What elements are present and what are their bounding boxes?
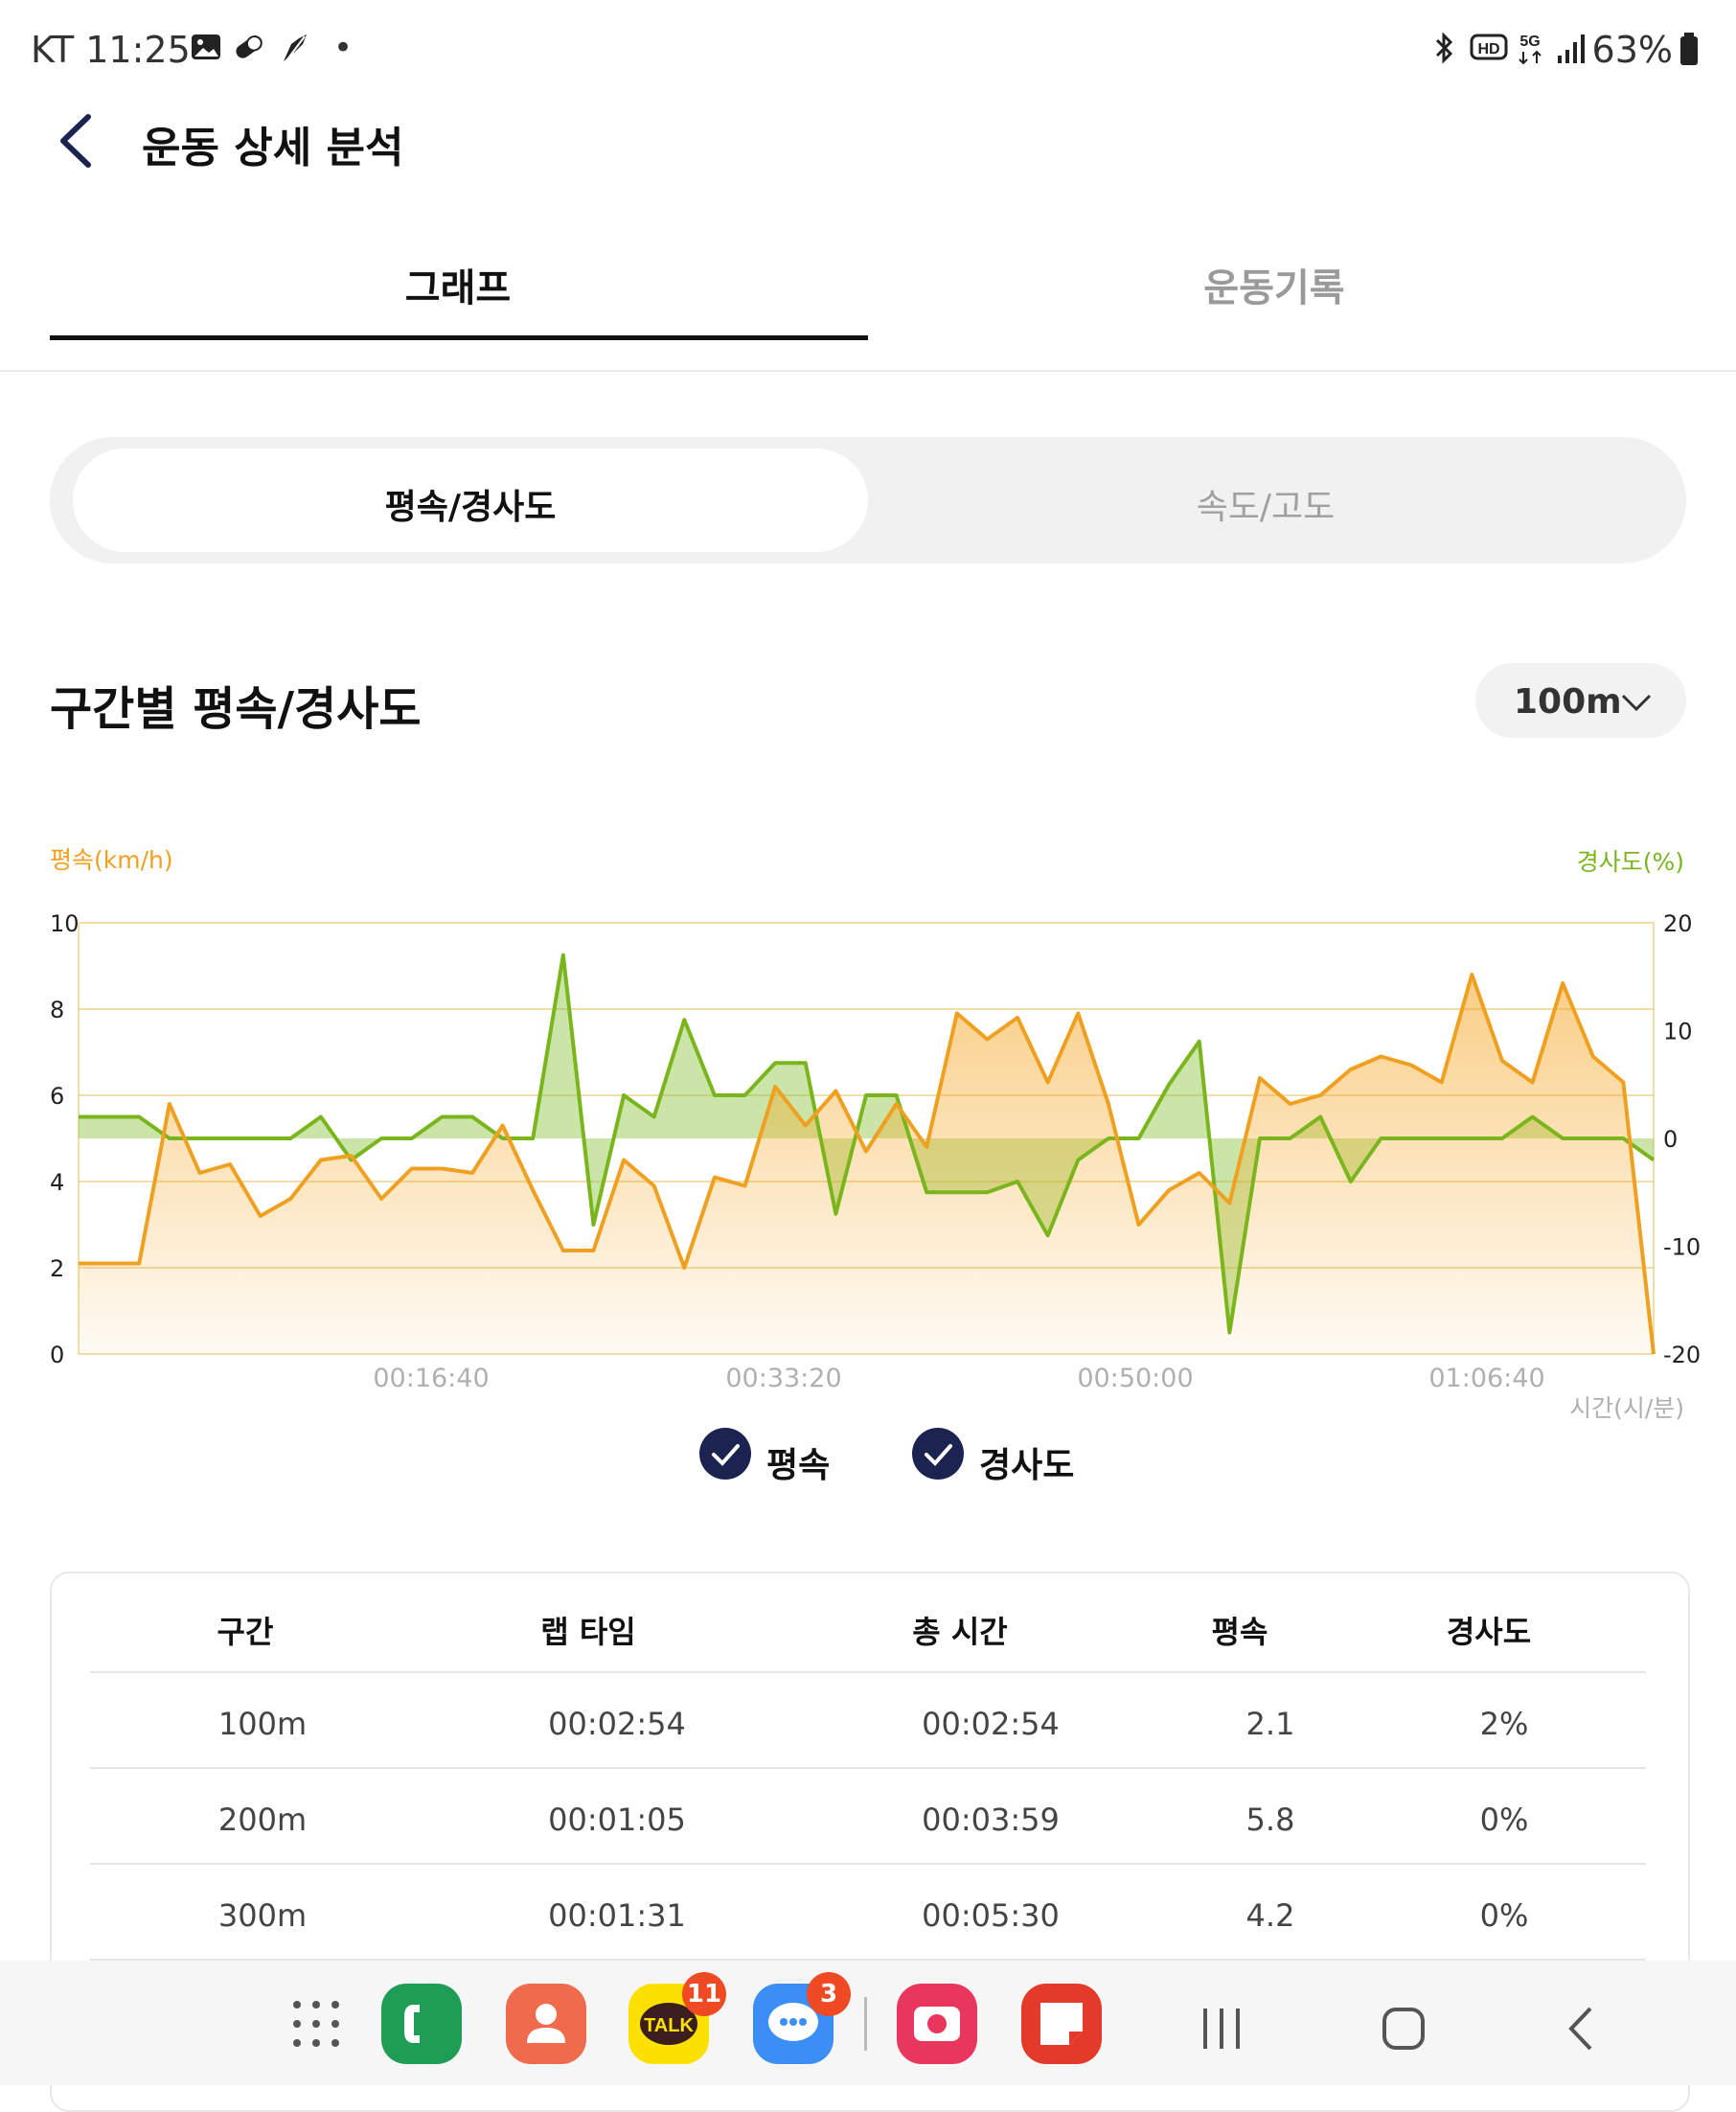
x-tick-label: 00:33:20 bbox=[725, 1364, 841, 1393]
cell-lap-time: 00:01:31 bbox=[548, 1897, 686, 1934]
speed-area-fill bbox=[79, 975, 1654, 1354]
svg-text:TALK: TALK bbox=[644, 2015, 694, 2036]
row-divider bbox=[90, 1863, 1646, 1865]
gallery-notification-icon bbox=[192, 34, 220, 59]
cell-lap-time: 00:02:54 bbox=[548, 1706, 686, 1742]
messages-badge: 3 bbox=[807, 1972, 851, 2016]
left-axis-title: 평속(km/h) bbox=[50, 846, 173, 874]
legend-speed-label: 평속 bbox=[766, 1446, 831, 1485]
left-tick-label: 0 bbox=[50, 1342, 64, 1368]
carrier-time: KT 11:25 bbox=[31, 29, 191, 71]
slope-series-line bbox=[79, 953, 1656, 1335]
battery-percent: 63% bbox=[1591, 29, 1673, 71]
pill-notification-icon bbox=[236, 34, 263, 58]
cell-total-time: 00:05:30 bbox=[922, 1897, 1060, 1934]
speed-area bbox=[79, 975, 1654, 1354]
speed-line bbox=[79, 973, 1656, 1355]
cell-slope: 0% bbox=[1479, 1897, 1529, 1934]
active-tab-indicator bbox=[50, 335, 868, 340]
home-button[interactable] bbox=[1370, 1995, 1437, 2062]
5g-icon: 5G bbox=[1519, 34, 1542, 65]
right-axis-title: 경사도(%) bbox=[1577, 848, 1684, 876]
section-title: 구간별 평속/경사도 bbox=[50, 682, 422, 736]
speed-series-line bbox=[79, 973, 1656, 1355]
left-tick-label: 2 bbox=[50, 1255, 64, 1282]
row-divider bbox=[90, 1671, 1646, 1673]
cell-slope: 0% bbox=[1479, 1802, 1529, 1838]
right-axis-ticks: 20 10 0 -10 -20 bbox=[1663, 910, 1701, 1368]
col-header-total-time: 총 시간 bbox=[912, 1614, 1008, 1650]
battery-icon bbox=[1680, 33, 1698, 65]
interval-dropdown[interactable] bbox=[1475, 663, 1686, 738]
cell-section: 100m bbox=[217, 1706, 308, 1742]
legend-slope-label: 경사도 bbox=[979, 1446, 1075, 1485]
col-header-section: 구간 bbox=[217, 1614, 274, 1650]
bluetooth-icon bbox=[1435, 32, 1453, 64]
tab-graph[interactable]: 그래프 bbox=[404, 266, 512, 310]
row-divider bbox=[90, 1959, 1646, 1961]
cell-section: 200m bbox=[217, 1802, 308, 1838]
dock-divider bbox=[864, 1997, 867, 2051]
right-tick-label: -10 bbox=[1663, 1234, 1701, 1261]
hd-voice-icon: HD bbox=[1470, 34, 1508, 60]
right-tick-label: -20 bbox=[1663, 1342, 1701, 1368]
cell-avg-speed: 2.1 bbox=[1245, 1706, 1295, 1742]
left-tick-label: 8 bbox=[50, 997, 64, 1023]
check-icon bbox=[925, 1444, 952, 1466]
left-tick-label: 4 bbox=[50, 1169, 64, 1196]
x-axis-ticks: 00:16:40 00:33:20 00:50:00 01:06:40 bbox=[373, 1364, 1544, 1393]
recent-apps-button[interactable] bbox=[1188, 1995, 1255, 2062]
svg-text:HD: HD bbox=[1477, 41, 1499, 57]
segment-speed-slope[interactable]: 평속/경사도 bbox=[384, 488, 557, 527]
left-axis-ticks: 10 8 6 4 2 0 bbox=[50, 910, 80, 1368]
legend-slope-checkbox[interactable] bbox=[912, 1428, 964, 1480]
cell-total-time: 00:03:59 bbox=[922, 1802, 1060, 1838]
chevron-down-icon bbox=[1621, 694, 1652, 712]
tab-divider bbox=[0, 370, 1736, 372]
left-tick-label: 10 bbox=[50, 910, 80, 937]
signal-icon bbox=[1558, 34, 1585, 63]
cell-section: 300m bbox=[217, 1897, 308, 1934]
segment-active-pill bbox=[73, 448, 868, 552]
fitness-app-notification-icon bbox=[284, 34, 307, 61]
phone-app-icon[interactable] bbox=[381, 1984, 462, 2064]
right-tick-label: 0 bbox=[1663, 1126, 1678, 1153]
cell-lap-time: 00:01:05 bbox=[548, 1802, 686, 1838]
cell-total-time: 00:02:54 bbox=[922, 1706, 1060, 1742]
svg-text:5G: 5G bbox=[1519, 34, 1540, 50]
back-button[interactable] bbox=[50, 107, 107, 174]
left-tick-label: 6 bbox=[50, 1083, 64, 1110]
row-divider bbox=[90, 1767, 1646, 1769]
status-bar: KT 11:25 • HD 5G 63% bbox=[0, 0, 1736, 96]
back-nav-button[interactable] bbox=[1550, 1995, 1617, 2062]
col-header-lap-time: 랩 타임 bbox=[540, 1614, 636, 1650]
cell-slope: 2% bbox=[1479, 1706, 1529, 1742]
x-tick-label: 00:50:00 bbox=[1077, 1364, 1193, 1393]
chevron-left-icon bbox=[60, 114, 91, 168]
tab-exercise-record[interactable]: 운동기록 bbox=[1203, 266, 1345, 310]
bottom-navigation-bar bbox=[0, 1961, 1736, 2085]
segment-speed-altitude[interactable]: 속도/고도 bbox=[1196, 488, 1336, 527]
more-notifications-dot: • bbox=[333, 29, 354, 67]
x-axis-title: 시간(시/분) bbox=[1569, 1394, 1684, 1422]
contacts-app-icon[interactable] bbox=[506, 1984, 586, 2064]
app-drawer-icon[interactable] bbox=[287, 1995, 345, 2053]
check-icon bbox=[712, 1444, 740, 1466]
notes-app-icon[interactable] bbox=[1021, 1984, 1102, 2064]
page-title: 운동 상세 분석 bbox=[142, 124, 404, 172]
camera-app-icon[interactable] bbox=[897, 1984, 977, 2064]
x-tick-label: 01:06:40 bbox=[1428, 1364, 1544, 1393]
right-tick-label: 10 bbox=[1663, 1019, 1693, 1045]
legend-speed-checkbox[interactable] bbox=[699, 1428, 751, 1480]
slope-line bbox=[79, 953, 1656, 1335]
cell-avg-speed: 5.8 bbox=[1245, 1802, 1295, 1838]
cell-avg-speed: 4.2 bbox=[1245, 1897, 1295, 1934]
x-tick-label: 00:16:40 bbox=[373, 1364, 489, 1393]
col-header-avg-speed: 평속 bbox=[1211, 1614, 1268, 1650]
kakaotalk-badge: 11 bbox=[682, 1972, 726, 2016]
right-tick-label: 20 bbox=[1663, 910, 1693, 937]
col-header-slope: 경사도 bbox=[1446, 1614, 1532, 1650]
interval-value: 100m bbox=[1514, 682, 1622, 722]
